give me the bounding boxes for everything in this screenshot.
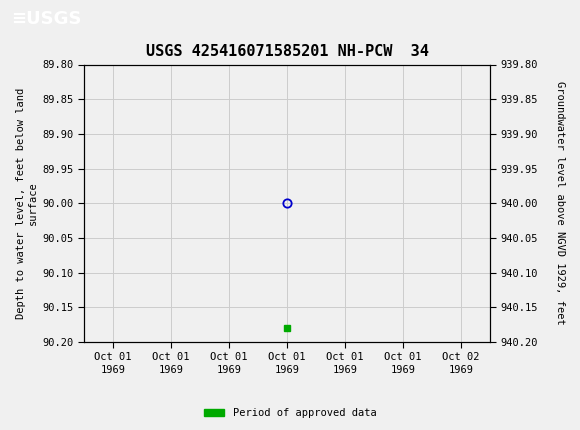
Text: ≡USGS: ≡USGS — [12, 10, 82, 28]
Legend: Period of approved data: Period of approved data — [200, 404, 380, 423]
Y-axis label: Groundwater level above NGVD 1929, feet: Groundwater level above NGVD 1929, feet — [554, 81, 565, 325]
Y-axis label: Depth to water level, feet below land
surface: Depth to water level, feet below land su… — [16, 88, 38, 319]
Title: USGS 425416071585201 NH-PCW  34: USGS 425416071585201 NH-PCW 34 — [146, 44, 429, 59]
